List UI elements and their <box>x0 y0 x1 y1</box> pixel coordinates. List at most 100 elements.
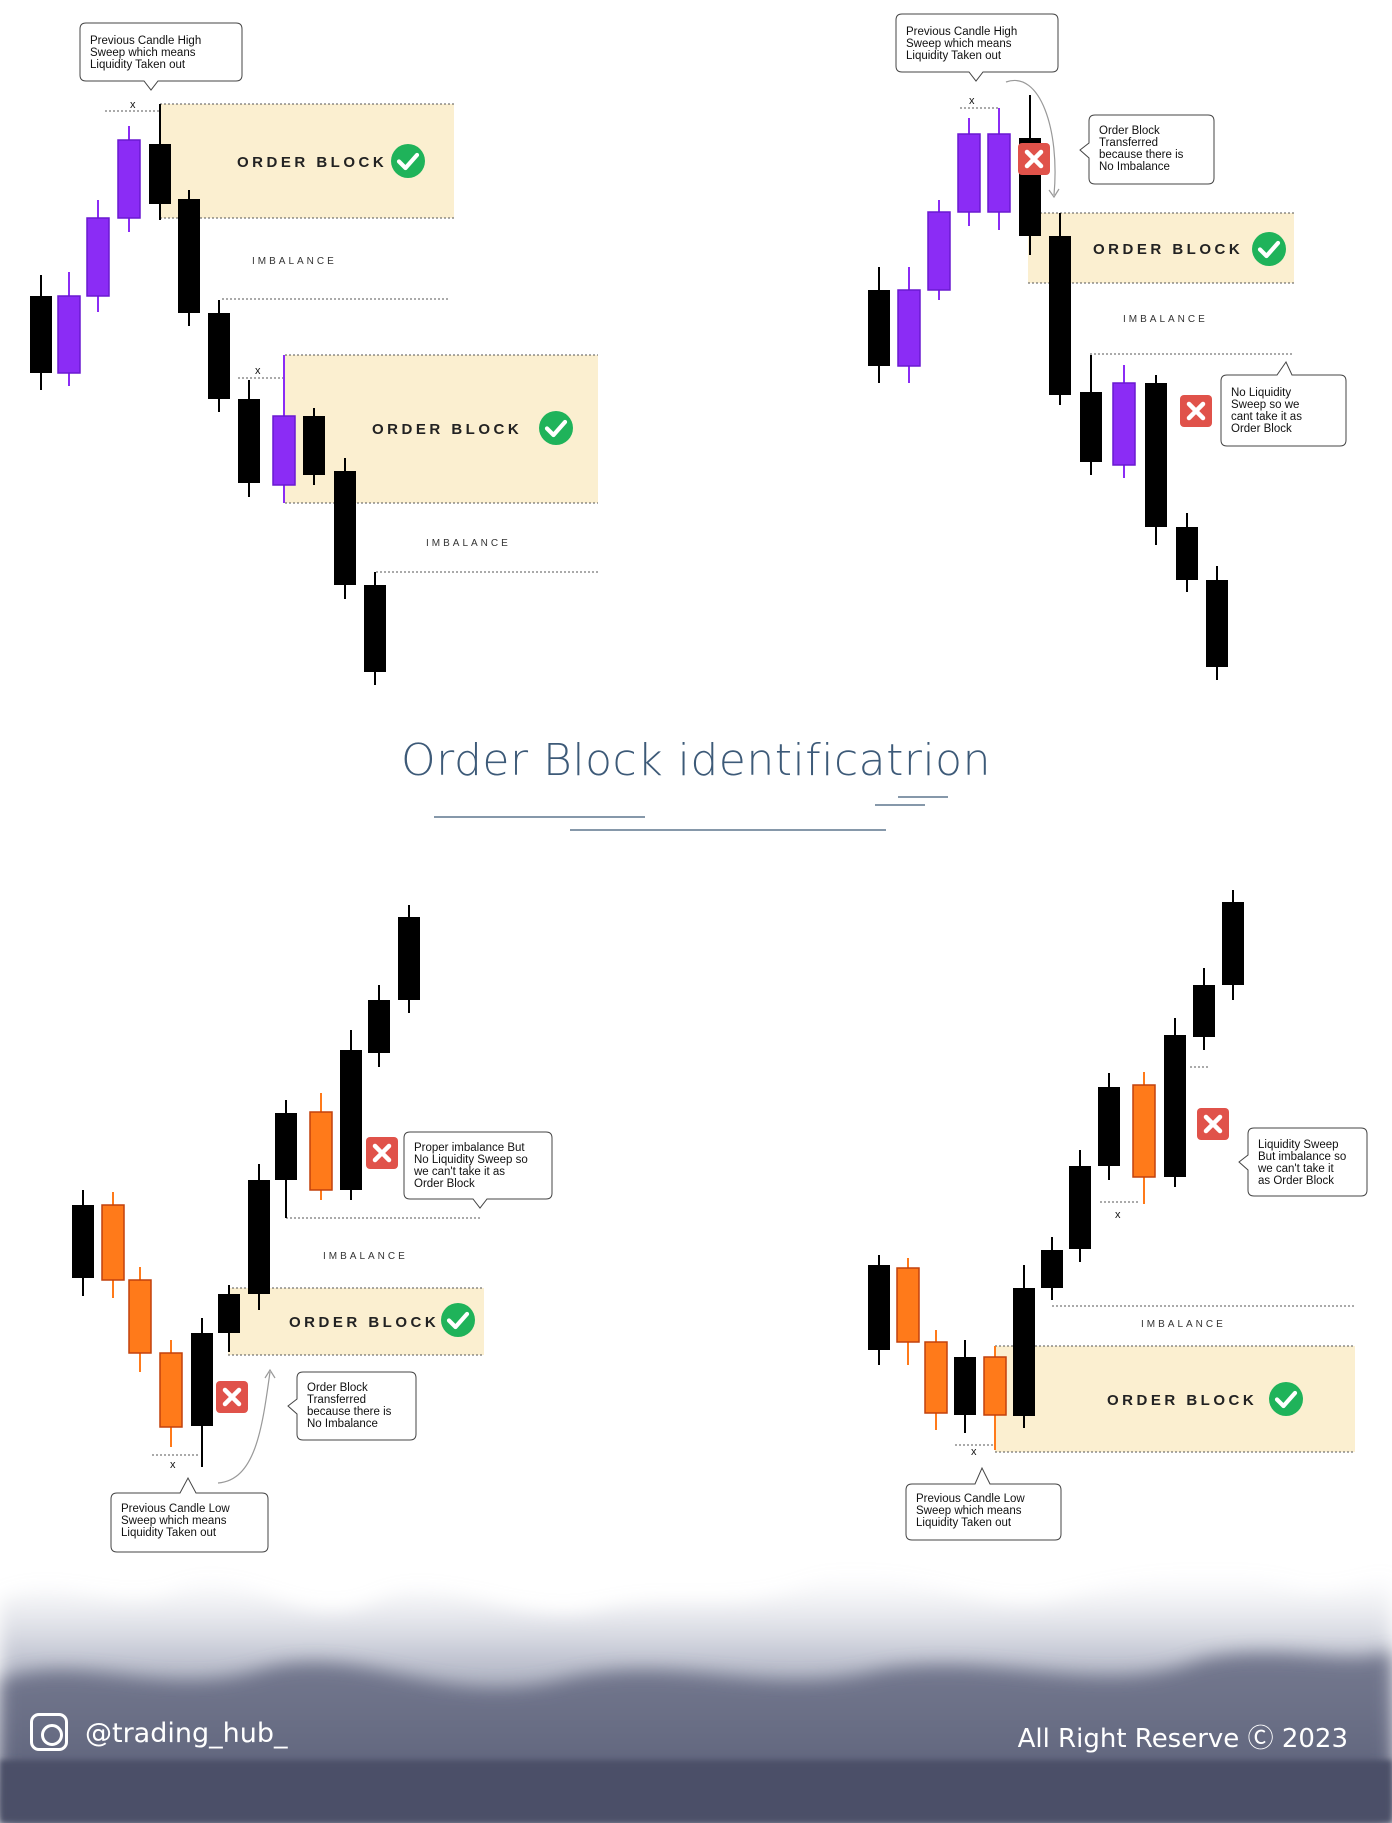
callout-line: Previous Candle High <box>906 26 1017 38</box>
bearish-candle <box>1049 236 1071 274</box>
bullish-candle <box>1132 1084 1156 1178</box>
bearish-candle <box>208 313 230 399</box>
imbalance-label: IMBALANCE <box>1123 314 1208 325</box>
callout-line: Previous Candle Low <box>121 1503 230 1515</box>
order-block-label: ORDER BLOCK <box>1093 241 1243 258</box>
sweep-mark: x <box>170 1459 176 1471</box>
bullish-candle <box>896 1267 920 1343</box>
bullish-candle <box>57 295 81 374</box>
callout-sweep-low: Previous Candle Low Sweep which means Li… <box>905 1466 1062 1541</box>
bearish-candle <box>1193 985 1215 1037</box>
callout-line: Transferred <box>1099 137 1158 149</box>
order-block-label: ORDER BLOCK <box>1107 1392 1257 1409</box>
cross-icon <box>216 1381 248 1413</box>
bearish-candle <box>238 399 260 483</box>
candles-bottom-left <box>72 905 420 1467</box>
callout-line: Previous Candle Low <box>916 1493 1025 1505</box>
bearish-candle <box>364 585 386 672</box>
order-block-label: ORDER BLOCK <box>237 154 387 171</box>
arrow-head <box>264 1368 276 1379</box>
callout-line: Previous Candle High <box>90 35 201 47</box>
bearish-candle <box>1176 527 1198 580</box>
bearish-candle <box>218 1294 240 1333</box>
bearish-candle <box>248 1180 270 1294</box>
cross-icon <box>366 1137 398 1169</box>
bearish-candle <box>1164 1035 1186 1177</box>
callout-line: Sweep so we <box>1231 399 1299 411</box>
callout-line: because there is <box>307 1406 392 1418</box>
callout-line: we can't take it as <box>413 1166 505 1178</box>
order-block-zone <box>1028 213 1294 283</box>
callout-line: No Imbalance <box>1099 161 1170 173</box>
callout-line: Sweep which means <box>906 38 1012 50</box>
bearish-candle <box>72 1205 94 1278</box>
arrow-head <box>1048 188 1060 199</box>
instagram-icon <box>30 1713 68 1751</box>
bullish-candle <box>897 289 921 367</box>
bullish-candle <box>128 1279 152 1354</box>
bullish-candle <box>272 415 296 486</box>
callout-no-sweep: No Liquidity Sweep so we cant take it as… <box>1220 360 1347 447</box>
social-handle: @trading_hub_ <box>85 1718 288 1749</box>
cross-icon <box>1197 1108 1229 1140</box>
bearish-candle <box>868 1265 890 1350</box>
callout-sweep-high: Previous Candle High Sweep which means L… <box>79 22 243 91</box>
cross-icon <box>1180 395 1212 427</box>
panel-top-left: x x ORDER BLOCK ORDER BLOCK IMBALANCE IM… <box>30 22 598 685</box>
callout-line: Order Block <box>307 1382 368 1394</box>
callout-line: Sweep which means <box>121 1515 227 1527</box>
callout-line: Proper imbalance But <box>414 1142 525 1154</box>
transfer-arrow <box>1005 79 1056 196</box>
bearish-candle <box>1206 580 1228 667</box>
bullish-candle <box>924 1341 948 1414</box>
callout-transfer: Order Block Transferred because there is… <box>1079 114 1215 185</box>
bearish-candle <box>149 144 171 204</box>
callout-line: cant take it as <box>1231 411 1302 423</box>
check-icon <box>1269 1382 1303 1416</box>
check-icon <box>441 1303 475 1337</box>
callout-line: we can't take it <box>1257 1163 1335 1175</box>
bullish-candle <box>309 1111 333 1191</box>
panel-top-right: x ORDER BLOCK IMBALANCE Previous Candle … <box>868 13 1347 680</box>
panel-bottom-right: x x ORDER BLOCK IMBALANCE Liquidity Swee… <box>868 890 1368 1541</box>
check-icon <box>539 411 573 445</box>
callout-sweep-high: Previous Candle High Sweep which means L… <box>895 13 1059 82</box>
sweep-mark: x <box>969 95 975 107</box>
callout-line: Transferred <box>307 1394 366 1406</box>
order-block-label: ORDER BLOCK <box>372 421 522 438</box>
bullish-candle <box>117 139 141 219</box>
bearish-candle <box>275 1113 297 1180</box>
bearish-candle <box>334 471 356 585</box>
bearish-candle <box>1013 1288 1035 1416</box>
callout-no-imb: Liquidity Sweep But imbalance so we can'… <box>1238 1127 1368 1197</box>
bearish-candle <box>1069 1166 1091 1249</box>
bearish-candle <box>191 1333 213 1426</box>
bearish-candle <box>303 416 325 475</box>
candles-bottom-right <box>868 890 1244 1450</box>
callout-line: But imbalance so <box>1258 1151 1346 1163</box>
bullish-candle <box>86 217 110 297</box>
callout-line: Sweep which means <box>90 47 196 59</box>
callout-line: No Imbalance <box>307 1418 378 1430</box>
transfer-arrow <box>217 1371 271 1484</box>
callout-line: as Order Block <box>1258 1175 1334 1187</box>
bearish-candle <box>1145 383 1167 527</box>
callout-line: No Liquidity <box>1231 387 1291 399</box>
callout-line: Liquidity Taken out <box>916 1517 1012 1529</box>
bullish-candle <box>101 1204 125 1281</box>
check-icon <box>391 144 425 178</box>
callout-transfer: Order Block Transferred because there is… <box>287 1371 417 1441</box>
callout-line: Liquidity Taken out <box>906 50 1002 62</box>
bullish-candle <box>927 211 951 291</box>
imbalance-label: IMBALANCE <box>252 256 337 267</box>
callout-line: Order Block <box>414 1178 475 1190</box>
sweep-mark: x <box>1115 1209 1121 1221</box>
imbalance-label: IMBALANCE <box>323 1251 408 1262</box>
page-title: Order Block identificatrion <box>401 735 991 786</box>
callout-line: because there is <box>1099 149 1184 161</box>
panel-bottom-left: x ORDER BLOCK IMBALANCE Proper imbalance… <box>72 905 553 1553</box>
callout-line: Sweep which means <box>916 1505 1022 1517</box>
callout-line: Liquidity Taken out <box>121 1527 217 1539</box>
callout-line: Liquidity Taken out <box>90 59 186 71</box>
